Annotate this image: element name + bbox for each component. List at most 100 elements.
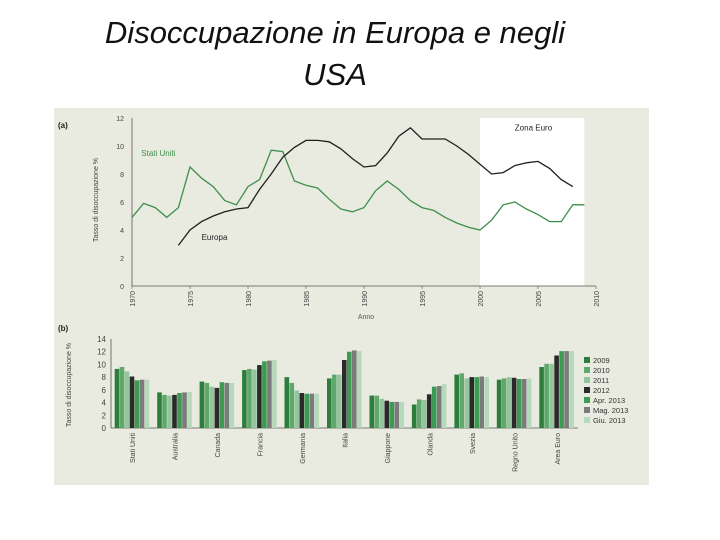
category-label-svezia: Svezia (470, 433, 477, 454)
legend-swatch-giu-2013 (584, 417, 590, 423)
bar-germania-2011 (294, 390, 300, 428)
legend-swatch-2010 (584, 367, 590, 373)
b-y-tick-0: 0 (102, 424, 107, 433)
a-y-tick-0: 0 (120, 284, 124, 291)
category-label-australia: Australia (173, 433, 180, 460)
category-label-canada: Canada (215, 433, 222, 458)
legend-swatch-mag-2013 (584, 407, 590, 413)
bar-canada-2009 (199, 381, 205, 428)
bar-germania-mag-2013 (309, 393, 315, 428)
b-y-tick-4: 4 (102, 399, 107, 408)
bar-italia-mag-2013 (352, 350, 357, 428)
bar-canada-apr-2013 (219, 382, 225, 428)
legend-label-apr-2013: Apr. 2013 (593, 396, 625, 405)
bar-australia-apr-2013 (177, 393, 182, 428)
line-chart-panel-a: 1970 1975 1980 1985 1990 1995 2000 2005 2010 0 2 4… (58, 116, 601, 321)
series-label-stati-uniti: Stati Uniti (141, 149, 175, 158)
bar-regno-unito-2009 (496, 379, 502, 428)
bar-australia-giu-2013 (187, 391, 192, 428)
category-label-italia: Italia (343, 433, 350, 448)
panel-b-ylabel: Tasso di disoccupazione % (66, 343, 73, 427)
bar-svezia-2009 (454, 374, 459, 428)
bar-germania-2009 (284, 377, 290, 428)
slide-title-line1: Disoccupazione in Europa e negli (104, 15, 566, 50)
bar-regno-unito-2011 (506, 377, 512, 428)
a-x-tick-1980: 1980 (246, 291, 253, 307)
b-y-tick-10: 10 (97, 360, 106, 369)
bar-giappone-apr-2013 (389, 401, 395, 428)
legend-swatch-2011 (584, 377, 590, 383)
bar-regno-unito-apr-2013 (516, 379, 522, 428)
bar-stati-uniti-apr-2013 (134, 380, 140, 428)
a-x-tick-1995: 1995 (420, 291, 427, 307)
bar-olanda-giu-2013 (441, 384, 447, 428)
bar-giappone-2011 (379, 398, 385, 428)
bar-svezia-2011 (464, 378, 469, 428)
panel-a-ylabel: Tasso di disoccupazione % (93, 158, 100, 242)
a-y-tick-10: 10 (116, 144, 124, 151)
panel-b-label: (b) (58, 324, 69, 333)
a-y-tick-4: 4 (120, 228, 124, 235)
bar-svezia-2010 (459, 373, 464, 428)
bar-canada-giu-2013 (229, 382, 235, 428)
legend-swatch-apr-2013 (584, 397, 590, 403)
b-y-tick-8: 8 (102, 373, 107, 382)
series-label-europa: Europa (202, 233, 228, 242)
a-x-tick-1975: 1975 (188, 291, 195, 307)
bar-area-euro-apr-2013 (559, 351, 564, 428)
bar-australia-2009 (157, 392, 162, 428)
euro-zone-label: Zona Euro (515, 124, 553, 133)
bar-area-euro-2012 (554, 355, 559, 428)
legend-swatch-2012 (584, 387, 590, 393)
a-x-tick-1970: 1970 (130, 291, 137, 307)
bar-australia-2010 (162, 394, 167, 428)
bar-germania-2012 (299, 393, 305, 428)
a-y-tick-6: 6 (120, 200, 124, 207)
b-y-tick-2: 2 (102, 411, 107, 420)
bar-olanda-2011 (421, 400, 427, 428)
bar-stati-uniti-giu-2013 (144, 379, 150, 428)
bar-regno-unito-2010 (501, 378, 507, 428)
bar-olanda-2009 (411, 404, 417, 428)
legend-label-mag-2013: Mag. 2013 (593, 406, 628, 415)
bar-area-euro-mag-2013 (564, 351, 569, 428)
bar-francia-mag-2013 (267, 360, 272, 428)
category-label-olanda: Olanda (427, 433, 434, 456)
a-x-tick-2000: 2000 (478, 291, 485, 307)
b-y-tick-6: 6 (102, 386, 107, 395)
series-line-europa (177, 126, 574, 246)
bar-stati-uniti-2010 (119, 367, 125, 428)
a-y-tick-8: 8 (120, 172, 124, 179)
bar-regno-unito-2012 (511, 377, 517, 428)
legend-label-2012: 2012 (593, 386, 610, 395)
category-label-germania: Germania (300, 433, 307, 464)
bar-stati-uniti-2012 (129, 376, 135, 428)
bar-australia-2012 (172, 394, 177, 428)
bar-olanda-2010 (416, 399, 422, 428)
bar-francia-2009 (242, 370, 247, 428)
bar-francia-apr-2013 (262, 361, 267, 429)
bar-area-euro-2010 (544, 363, 549, 428)
bar-olanda-2012 (426, 394, 432, 428)
a-y-tick-12: 12 (116, 116, 124, 123)
bar-canada-2010 (204, 382, 210, 428)
bar-italia-2009 (327, 378, 332, 428)
panel-a-xlabel: Anno (358, 314, 374, 321)
legend-label-2009: 2009 (593, 356, 610, 365)
bar-francia-2011 (252, 369, 257, 428)
legend-label-2010: 2010 (593, 366, 610, 375)
bar-olanda-apr-2013 (431, 386, 437, 428)
bar-giappone-2012 (384, 400, 390, 428)
bar-australia-2011 (167, 395, 172, 428)
category-label-francia: Francia (258, 433, 265, 456)
bar-giappone-2009 (369, 395, 375, 428)
bar-area-euro-giu-2013 (569, 351, 574, 428)
bar-svezia-mag-2013 (479, 376, 484, 428)
bar-italia-2012 (342, 360, 347, 428)
series-line-stati-uniti (131, 149, 585, 231)
a-y-tick-2: 2 (120, 256, 124, 263)
bar-giappone-2010 (374, 395, 380, 428)
bar-germania-2010 (289, 382, 295, 428)
bar-francia-giu-2013 (272, 360, 277, 428)
bar-francia-2010 (247, 368, 252, 428)
